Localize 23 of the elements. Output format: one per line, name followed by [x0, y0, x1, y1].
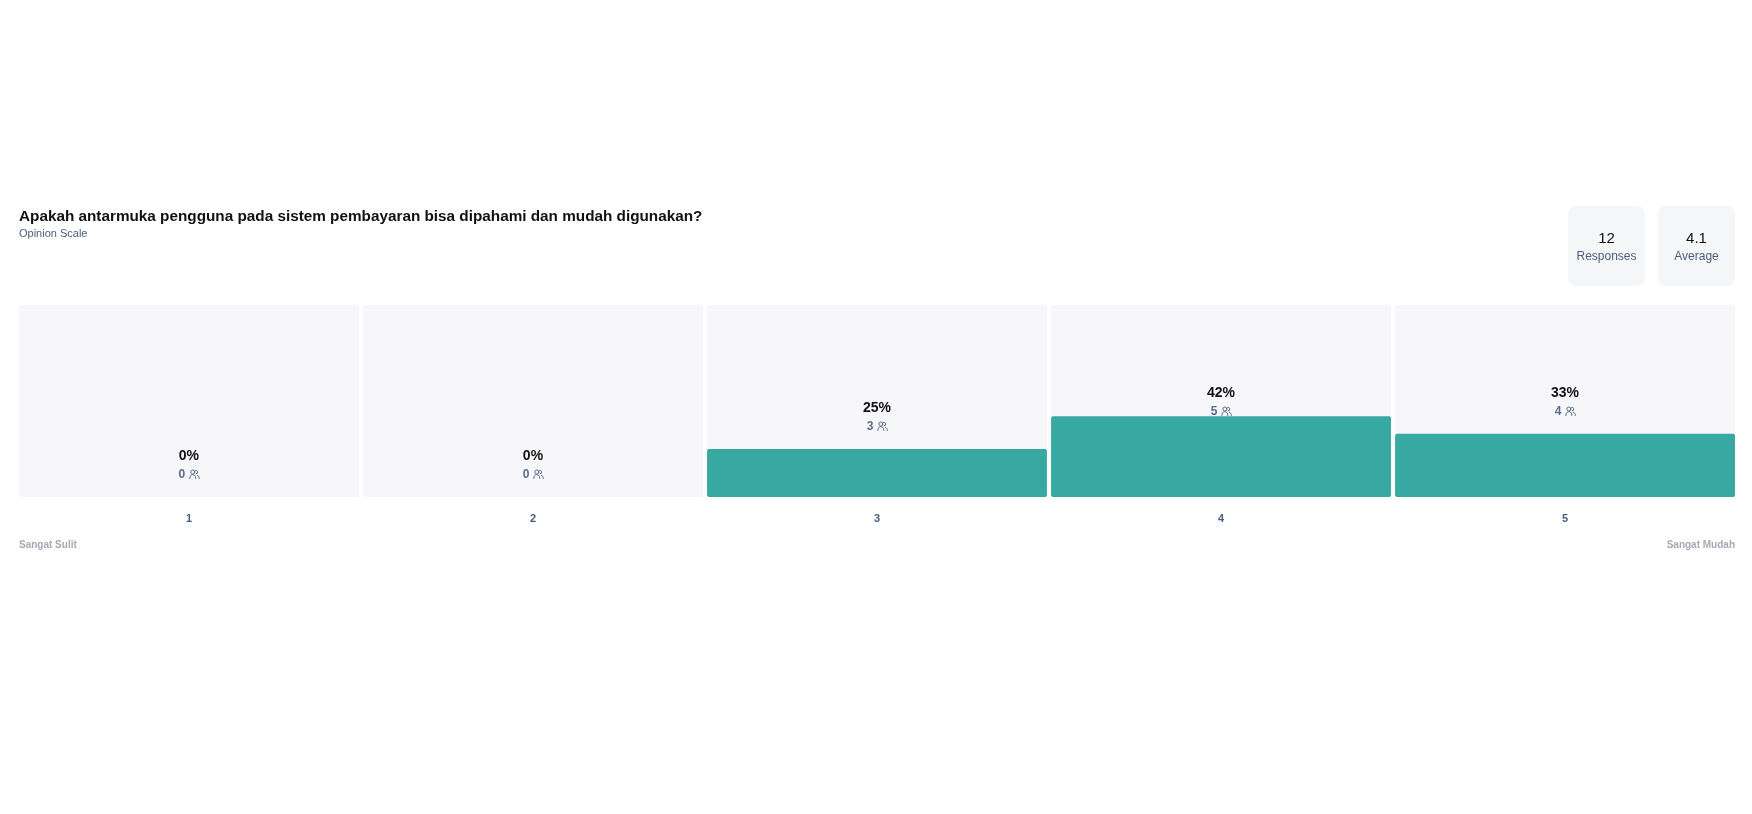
x-tick-label: 5 — [1561, 511, 1569, 524]
x-tick-label: 2 — [529, 511, 537, 524]
data-label: 0% — [178, 447, 200, 463]
data-label: 0% — [522, 447, 544, 463]
x-tick-label: 4 — [1217, 511, 1225, 524]
data-label: 25% — [862, 399, 892, 415]
text: Sangat Mudah — [1666, 539, 1735, 550]
data-label: 12 — [1598, 229, 1615, 246]
chart-subtitle: Opinion Scale — [19, 227, 88, 239]
category-label: Responses — [1576, 249, 1637, 263]
text: Sangat Sulit — [19, 539, 78, 550]
x-tick-label: 3 — [873, 511, 881, 524]
chart-title: Apakah antarmuka pengguna pada sistem pembayaran bisa dipahami dan mudah digunakan? — [19, 207, 703, 224]
annotation: 4 — [1554, 404, 1562, 418]
annotation: 5 — [1210, 404, 1218, 418]
data-label: 4.1 — [1686, 229, 1707, 246]
category-label: Average — [1674, 249, 1720, 263]
x-tick-label: 1 — [185, 511, 193, 524]
data-label: 33% — [1551, 384, 1580, 400]
annotation: 0 — [522, 467, 530, 481]
annotation: 0 — [178, 467, 186, 481]
data-label: 42% — [1207, 384, 1236, 400]
annotation: 3 — [866, 419, 874, 433]
